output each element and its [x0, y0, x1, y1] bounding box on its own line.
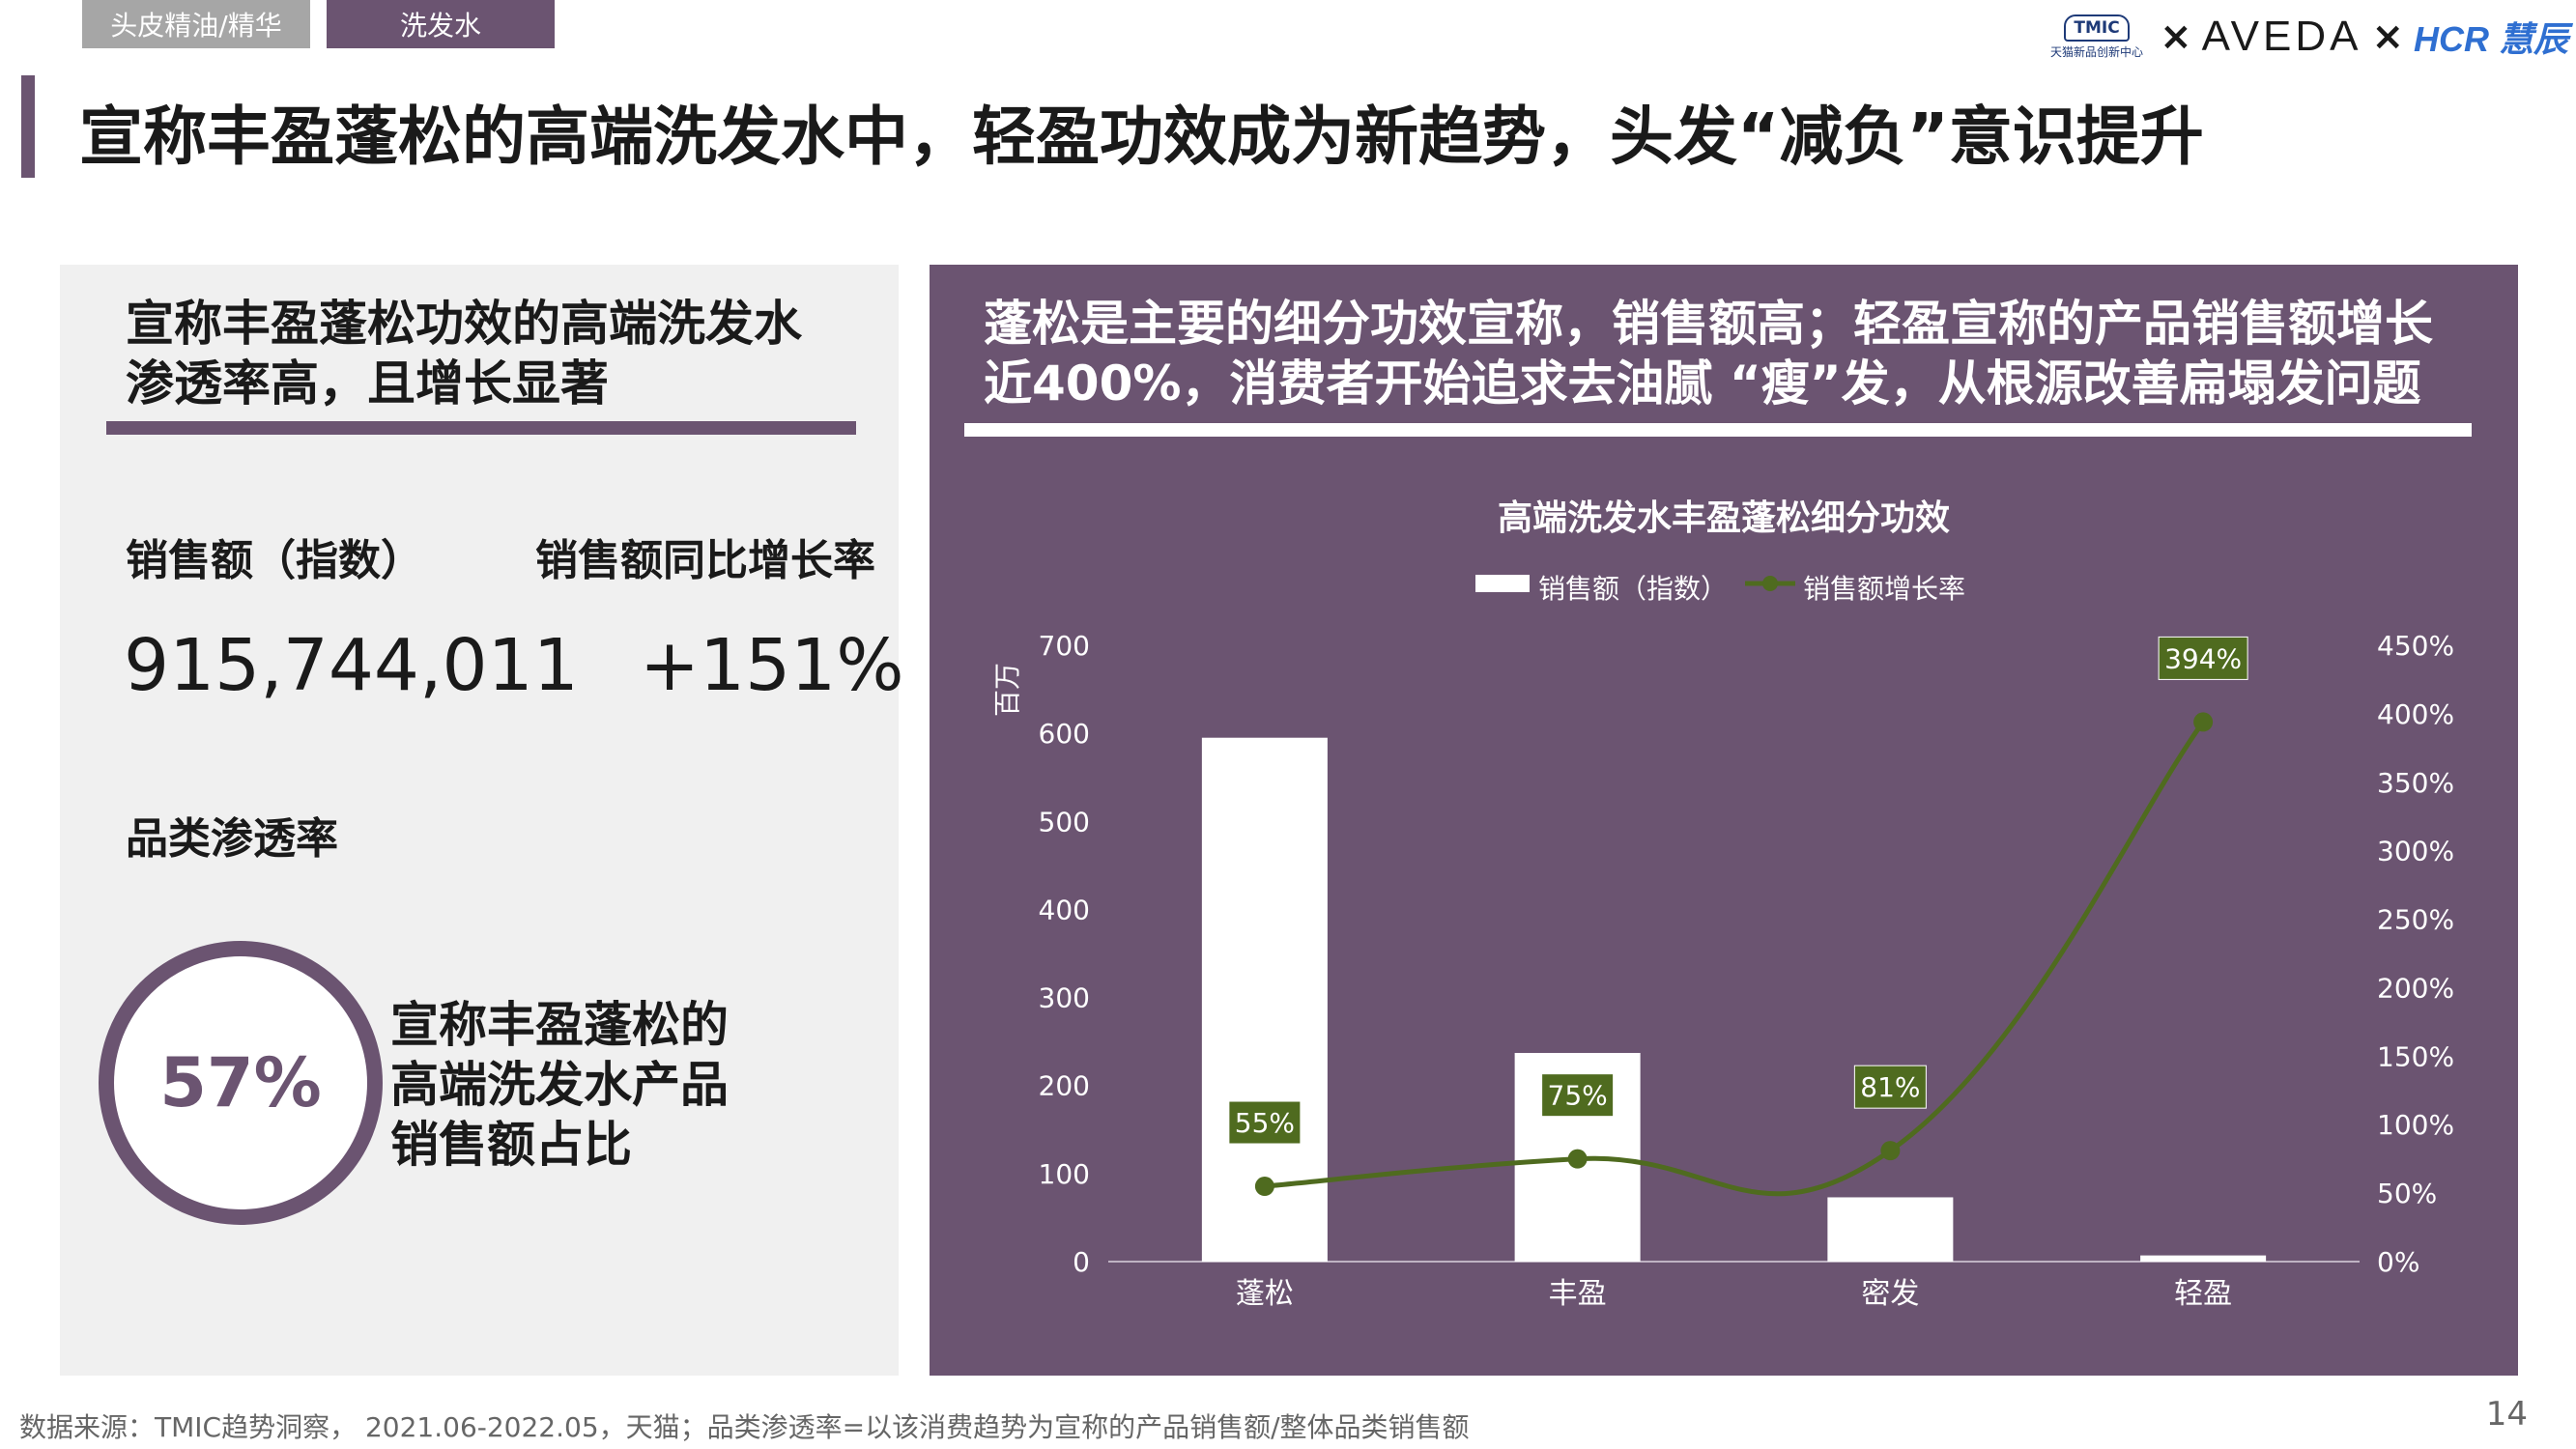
caption-line2: 高端洗发水产品	[390, 1057, 729, 1113]
legend-line-label: 销售额增长率	[1803, 573, 1965, 605]
left-divider	[106, 421, 856, 435]
sales-index-label: 销售额（指数）	[126, 536, 423, 585]
x-tick-label: 密发	[1861, 1277, 1919, 1311]
partner-logos: TMIC 天猫新品创新中心 × AVEDA × HCR 慧辰	[2044, 8, 2568, 66]
y2-tick-label: 450%	[2377, 630, 2454, 662]
y-tick-label: 400	[1039, 894, 1090, 925]
source-footnote: 数据来源：TMIC趋势洞察， 2021.06-2022.05，天猫；品类渗透率=…	[19, 1411, 1470, 1443]
growth-data-label: 394%	[2164, 642, 2242, 674]
y-tick-label: 500	[1039, 806, 1090, 838]
growth-label-box	[1228, 1100, 1302, 1145]
tmic-logo: TMIC 天猫新品创新中心	[2044, 14, 2150, 60]
bar-密发	[1827, 1197, 1954, 1262]
hcr-logo: HCR 慧辰	[2414, 19, 2568, 59]
growth-point-蓬松	[1254, 1177, 1274, 1197]
y-axis-unit-label: 百万	[991, 663, 1023, 717]
page-number: 14	[2485, 1395, 2528, 1434]
sales-growth-value: +151%	[640, 624, 904, 707]
legend-bar-swatch	[1475, 575, 1530, 592]
y-tick-label: 200	[1039, 1070, 1090, 1102]
times-separator: ×	[2371, 14, 2404, 59]
y2-tick-label: 400%	[2377, 698, 2454, 730]
y2-tick-label: 0%	[2377, 1246, 2419, 1278]
growth-label-box	[1541, 1073, 1615, 1118]
y-tick-label: 600	[1039, 718, 1090, 750]
page-title: 宣称丰盈蓬松的高端洗发水中，轻盈功效成为新趋势，头发“减负”意识提升	[79, 99, 2204, 174]
sales-growth-label: 销售额同比增长率	[535, 536, 875, 585]
y-tick-label: 0	[1073, 1246, 1090, 1278]
tmic-badge: TMIC	[2064, 14, 2130, 42]
left-summary-panel: 宣称丰盈蓬松功效的高端洗发水 渗透率高，且增长显著 销售额（指数） 销售额同比增…	[60, 265, 904, 1376]
growth-point-丰盈	[1567, 1149, 1588, 1169]
y-tick-label: 100	[1039, 1158, 1090, 1190]
left-heading-line1: 宣称丰盈蓬松功效的高端洗发水	[126, 296, 802, 352]
sales-index-value: 915,744,011	[124, 624, 579, 707]
tmic-subtitle: 天猫新品创新中心	[2050, 44, 2144, 59]
aveda-logo: AVEDA	[2201, 13, 2362, 60]
penetration-circle: 57%	[99, 941, 383, 1225]
chart-title: 高端洗发水丰盈蓬松细分功效	[1498, 498, 1950, 538]
y2-tick-label: 150%	[2377, 1040, 2454, 1072]
y2-tick-label: 350%	[2377, 767, 2454, 799]
x-tick-label: 丰盈	[1549, 1277, 1607, 1311]
growth-data-label: 81%	[1860, 1071, 1920, 1103]
right-heading-line2: 近400%，消费者开始追求去油腻 “瘦”发，从根源改善扁塌发问题	[984, 355, 2421, 412]
title-accent-bar	[21, 75, 35, 178]
growth-label-box	[2158, 636, 2248, 680]
growth-point-轻盈	[2193, 712, 2214, 732]
growth-label-box	[1853, 1065, 1927, 1109]
bar-蓬松	[1201, 737, 1328, 1262]
y2-tick-label: 300%	[2377, 836, 2454, 867]
right-panel-heading: 蓬松是主要的细分功效宣称，销售额高；轻盈宣称的产品销售额增长 近400%，消费者…	[984, 294, 2433, 413]
left-heading-line2: 渗透率高，且增长显著	[126, 355, 609, 412]
growth-data-label: 75%	[1548, 1080, 1608, 1112]
y-tick-label: 300	[1039, 982, 1090, 1014]
y2-tick-label: 50%	[2377, 1178, 2437, 1209]
left-panel-heading: 宣称丰盈蓬松功效的高端洗发水 渗透率高，且增长显著	[126, 294, 802, 413]
growth-rate-line	[1264, 720, 2206, 1197]
bar-轻盈	[2140, 1255, 2267, 1262]
right-divider	[964, 423, 2472, 437]
x-tick-label: 蓬松	[1236, 1277, 1294, 1311]
legend-bar-label: 销售额（指数）	[1538, 573, 1728, 605]
tab-scalp-essence[interactable]: 头皮精油/精华	[82, 0, 310, 48]
caption-line3: 销售额占比	[390, 1117, 632, 1173]
penetration-caption: 宣称丰盈蓬松的 高端洗发水产品 销售额占比	[390, 995, 729, 1175]
growth-point-密发	[1880, 1141, 1901, 1161]
times-separator: ×	[2160, 14, 2192, 59]
y-tick-label: 700	[1039, 630, 1090, 662]
legend-line-marker	[1762, 576, 1778, 591]
y2-tick-label: 100%	[2377, 1109, 2454, 1141]
penetration-label: 品类渗透率	[126, 814, 338, 864]
right-heading-line1: 蓬松是主要的细分功效宣称，销售额高；轻盈宣称的产品销售额增长	[984, 296, 2433, 352]
growth-data-label: 55%	[1235, 1107, 1295, 1139]
y2-tick-label: 200%	[2377, 972, 2454, 1004]
penetration-value: 57%	[159, 1043, 322, 1122]
tab-shampoo[interactable]: 洗发水	[327, 0, 555, 48]
caption-line1: 宣称丰盈蓬松的	[390, 997, 729, 1053]
y2-tick-label: 250%	[2377, 904, 2454, 936]
right-chart-panel: 蓬松是主要的细分功效宣称，销售额高；轻盈宣称的产品销售额增长 近400%，消费者…	[930, 265, 2518, 1376]
x-tick-label: 轻盈	[2174, 1277, 2232, 1311]
